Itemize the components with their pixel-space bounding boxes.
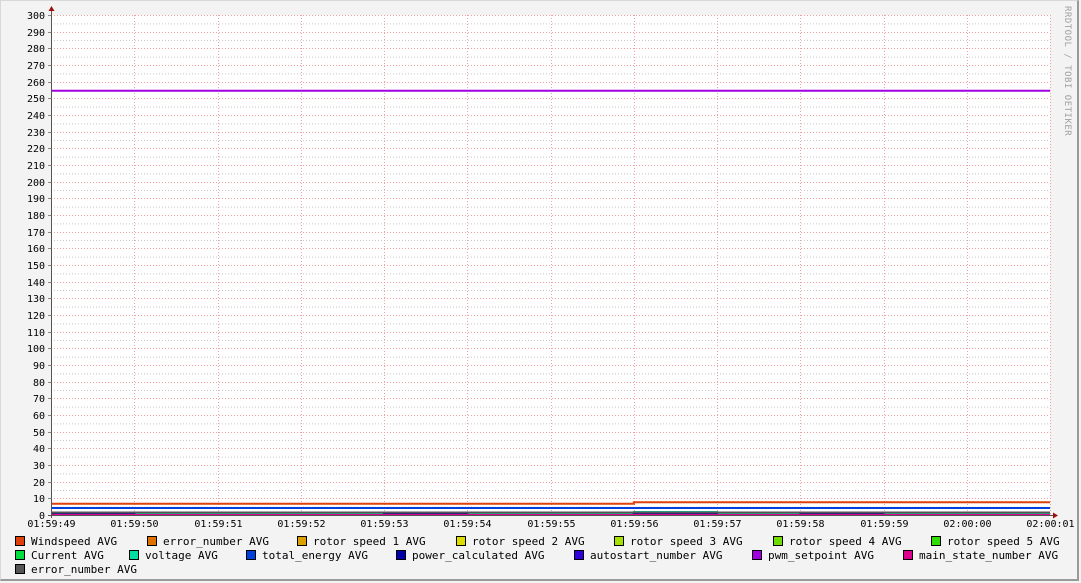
y-tick-label: 70: [33, 394, 45, 405]
y-tick-label: 30: [33, 461, 45, 472]
y-tick-label: 10: [33, 494, 45, 505]
legend-item: total_energy AVG: [246, 549, 368, 562]
legend-swatch: [147, 536, 157, 546]
x-axis-arrow-icon: [1053, 512, 1058, 519]
y-tick-label: 220: [27, 144, 45, 155]
legend-item: error_number AVG: [147, 535, 269, 548]
x-tick-label: 01:59:53: [360, 519, 408, 530]
legend-label: main_state_number AVG: [919, 549, 1059, 562]
y-tick-label: 80: [33, 378, 45, 389]
y-tick-label: 60: [33, 411, 45, 422]
x-tick-label: 01:59:57: [693, 519, 741, 530]
legend-item: rotor speed 4 AVG: [773, 535, 902, 548]
y-tick-label: 90: [33, 361, 45, 372]
y-tick-label: 100: [27, 344, 45, 355]
legend-label: power_calculated AVG: [412, 549, 545, 562]
legend-swatch: [15, 550, 25, 560]
x-tick-label: 02:00:00: [943, 519, 991, 530]
y-tick-label: 130: [27, 294, 45, 305]
y-tick-label: 20: [33, 478, 45, 489]
legend-label: rotor speed 5 AVG: [947, 535, 1060, 548]
y-tick-label: 50: [33, 428, 45, 439]
series-line-windspeed-avg: [51, 501, 1050, 505]
legend-item: rotor speed 3 AVG: [614, 535, 743, 548]
legend-swatch: [574, 550, 584, 560]
y-tick-label: 240: [27, 111, 45, 122]
y-tick-label: 210: [27, 161, 45, 172]
x-tick-label: 01:59:51: [194, 519, 242, 530]
legend-swatch: [903, 550, 913, 560]
x-tick-label: 01:59:58: [776, 519, 824, 530]
y-tick-label: 110: [27, 328, 45, 339]
legend-label: pwm_setpoint AVG: [768, 549, 874, 562]
legend-swatch: [931, 536, 941, 546]
y-tick-label: 200: [27, 178, 45, 189]
legend-swatch: [614, 536, 624, 546]
legend-swatch: [773, 536, 783, 546]
legend-swatch: [456, 536, 466, 546]
legend-item: rotor speed 5 AVG: [931, 535, 1060, 548]
y-tick-label: 180: [27, 211, 45, 222]
legend-label: Windspeed AVG: [31, 535, 118, 548]
legend-swatch: [15, 536, 25, 546]
legend-label: error_number AVG: [31, 563, 137, 576]
y-tick-label: 260: [27, 78, 45, 89]
y-tick-label: 0: [39, 511, 45, 522]
legend-swatch: [129, 550, 139, 560]
x-tick-label: 01:59:49: [27, 519, 75, 530]
plot-area: [51, 15, 1050, 515]
y-tick-label: 290: [27, 28, 45, 39]
x-tick-label: 01:59:59: [860, 519, 908, 530]
legend-label: rotor speed 4 AVG: [789, 535, 902, 548]
x-tick-label: 01:59:55: [527, 519, 575, 530]
y-tick-label: 150: [27, 261, 45, 272]
legend-item: rotor speed 2 AVG: [456, 535, 585, 548]
y-tick-label: 190: [27, 194, 45, 205]
y-tick-label: 270: [27, 61, 45, 72]
legend-label: autostart_number AVG: [590, 549, 723, 562]
legend-item: Windspeed AVG: [15, 535, 117, 548]
legend-item: pwm_setpoint AVG: [752, 549, 874, 562]
x-tick-label: 02:00:01: [1026, 519, 1074, 530]
y-tick-label: 160: [27, 244, 45, 255]
legend-item: voltage AVG: [129, 549, 218, 562]
y-tick-label: 250: [27, 94, 45, 105]
y-tick-label: 230: [27, 128, 45, 139]
y-tick-label: 170: [27, 228, 45, 239]
legend-label: rotor speed 1 AVG: [313, 535, 426, 548]
legend-label: rotor speed 2 AVG: [472, 535, 585, 548]
x-tick-label: 01:59:56: [610, 519, 658, 530]
y-tick-label: 40: [33, 444, 45, 455]
legend-swatch: [15, 564, 25, 574]
y-tick-label: 120: [27, 311, 45, 322]
legend-item: main_state_number AVG: [903, 549, 1058, 562]
legend-item: rotor speed 1 AVG: [297, 535, 426, 548]
x-tick-label: 01:59:52: [277, 519, 325, 530]
y-axis-arrow-icon: [48, 6, 55, 11]
legend-label: rotor speed 3 AVG: [630, 535, 743, 548]
legend-swatch: [752, 550, 762, 560]
legend-swatch: [396, 550, 406, 560]
legend-item: Current AVG: [15, 549, 104, 562]
legend-item: power_calculated AVG: [396, 549, 544, 562]
legend-item: autostart_number AVG: [574, 549, 722, 562]
watermark: RRDTOOL / TOBI OETIKER: [1062, 6, 1072, 137]
legend-label: error_number AVG: [163, 535, 269, 548]
legend-label: voltage AVG: [145, 549, 218, 562]
legend-swatch: [246, 550, 256, 560]
y-tick-label: 280: [27, 44, 45, 55]
y-tick-label: 300: [27, 11, 45, 22]
x-tick-label: 01:59:50: [110, 519, 158, 530]
y-tick-label: 140: [27, 278, 45, 289]
legend-label: total_energy AVG: [262, 549, 368, 562]
legend-label: Current AVG: [31, 549, 104, 562]
x-tick-label: 01:59:54: [443, 519, 491, 530]
legend-item: error_number AVG: [15, 563, 137, 576]
legend-swatch: [297, 536, 307, 546]
